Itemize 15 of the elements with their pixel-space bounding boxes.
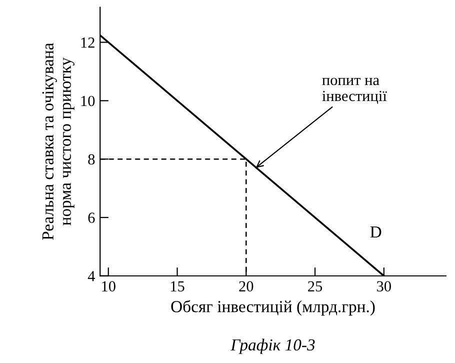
y-axis-title: Реальна ставка та очікувана норма чистого приютку <box>42 42 74 240</box>
annotation: D <box>370 226 382 238</box>
annotation: попит на інвестиції <box>322 78 387 104</box>
x-tick-label: 25 <box>308 281 322 292</box>
y-tick-label: 8 <box>88 154 95 165</box>
y-tick-label: 10 <box>81 96 95 106</box>
x-tick-label: 30 <box>376 281 391 292</box>
x-tick-label: 20 <box>239 281 254 292</box>
y-tick-label: 6 <box>88 212 95 223</box>
y-tick-label: 4 <box>88 271 95 282</box>
y-tick-label: 12 <box>81 37 94 48</box>
text: Графік 10-3 <box>230 338 315 354</box>
x-tick-label: 10 <box>102 281 116 292</box>
x-tick-label: 15 <box>170 281 184 292</box>
x-axis-title: Обсяг інвестицій (млрд.грн.) <box>171 300 375 316</box>
